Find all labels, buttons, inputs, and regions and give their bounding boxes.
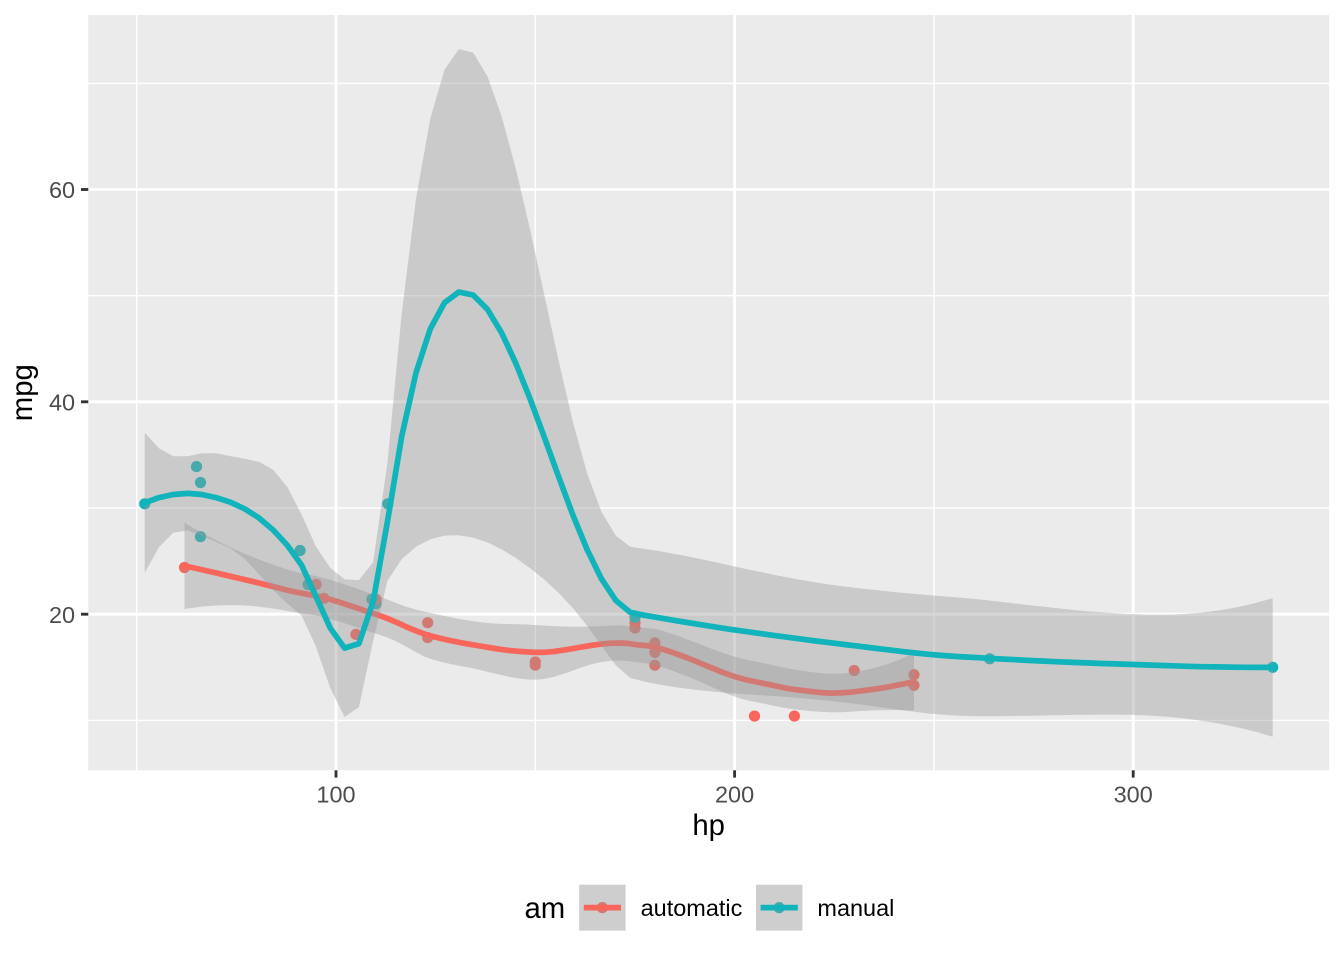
svg-text:hp: hp — [692, 809, 725, 842]
svg-text:40: 40 — [49, 389, 75, 415]
svg-text:200: 200 — [715, 781, 754, 807]
svg-text:manual: manual — [817, 895, 894, 921]
svg-text:am: am — [525, 892, 566, 925]
svg-text:100: 100 — [316, 781, 355, 807]
svg-text:60: 60 — [49, 177, 75, 203]
svg-text:20: 20 — [49, 602, 75, 628]
svg-text:automatic: automatic — [641, 895, 743, 921]
svg-text:300: 300 — [1114, 781, 1153, 807]
svg-text:mpg: mpg — [6, 364, 39, 421]
